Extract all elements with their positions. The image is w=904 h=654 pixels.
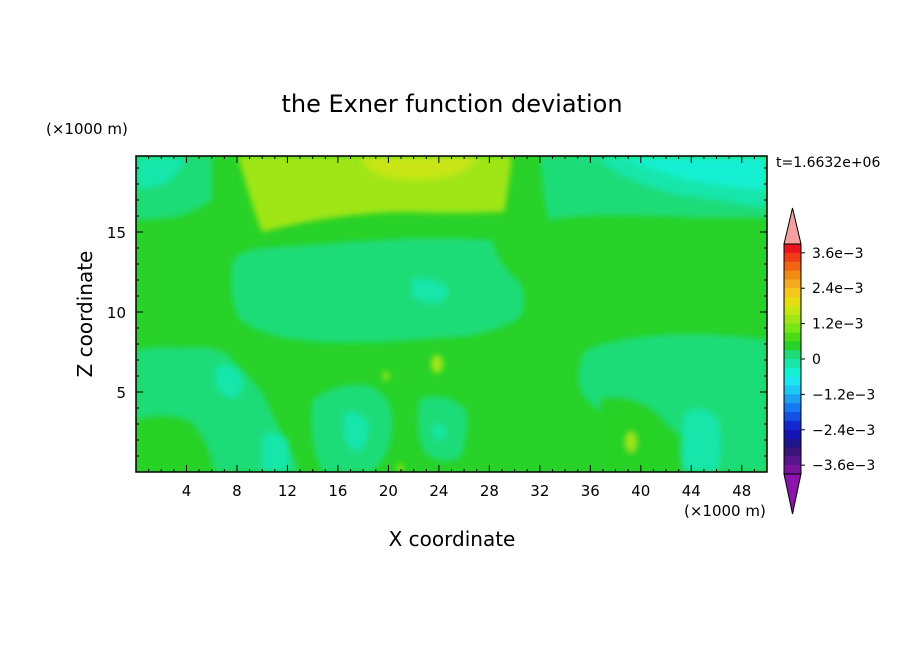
x-tick-label: 32	[530, 482, 549, 500]
colorbar-swatch	[784, 288, 801, 298]
region-left-cyan-blob	[215, 365, 243, 398]
colorbar-swatch	[784, 314, 801, 325]
y-axis-label: Z coordinate	[73, 251, 97, 378]
colorbar-swatch	[784, 332, 801, 342]
chart-title: the Exner function deviation	[281, 90, 622, 118]
region-center-low-cyan	[344, 412, 369, 452]
colorbar-swatch	[784, 297, 801, 307]
region-bottom-cyan-blob	[262, 432, 290, 472]
x-unit-label: (×1000 m)	[684, 502, 766, 520]
colorbar-label: −1.2e−3	[812, 387, 875, 403]
colorbar-label: 3.6e−3	[812, 246, 864, 262]
colorbar-swatch	[784, 420, 801, 431]
colorbar-swatch	[784, 350, 801, 360]
x-tick-label: 24	[429, 482, 448, 500]
colorbar-label: 1.2e−3	[812, 317, 864, 333]
x-tick-label: 12	[278, 482, 297, 500]
x-tick-label: 48	[732, 482, 751, 500]
region-top-right-cyan2	[610, 156, 767, 190]
colorbar-swatch	[784, 429, 801, 440]
colorbar-swatch	[784, 270, 801, 280]
x-tick-label: 40	[631, 482, 650, 500]
x-tick-label: 44	[682, 482, 701, 500]
colorbar-label: −2.4e−3	[812, 423, 875, 439]
speck-3	[626, 432, 636, 452]
region-right-cyan-blob	[681, 409, 721, 472]
region-top-left-cyan	[136, 156, 185, 190]
time-label: t=1.6632e+06	[776, 155, 880, 171]
colorbar-swatch	[784, 403, 801, 413]
speck-2	[383, 371, 389, 381]
colorbar-swatch	[784, 456, 801, 466]
y-ticks: 5 10 15	[107, 167, 767, 457]
colorbar-under-triangle	[783, 473, 802, 515]
y-unit-label: (×1000 m)	[46, 120, 128, 138]
colorbar-swatch	[784, 385, 801, 395]
colorbar-swatch	[784, 447, 801, 457]
region-mid-plume	[231, 238, 524, 343]
region-center-low-cyan2	[432, 424, 446, 440]
colorbar-swatch	[784, 465, 801, 475]
contour-field	[136, 156, 767, 472]
region-top-center-yellow	[360, 156, 478, 180]
colorbar-swatch	[784, 279, 801, 289]
colorbar-swatch	[784, 394, 801, 404]
speck-1	[431, 355, 443, 373]
x-ticks: 4 8 12 16 20 24 28 32 36 40 44 48	[148, 156, 755, 500]
x-tick-label: 28	[480, 482, 499, 500]
colorbar-swatch	[784, 376, 801, 387]
colorbar-swatch	[784, 244, 801, 254]
colorbar-swatch	[784, 323, 801, 333]
x-tick-label: 16	[328, 482, 347, 500]
colorbar-swatch	[784, 261, 801, 272]
colorbar-swatch	[784, 305, 801, 316]
colorbar-swatch	[784, 252, 801, 263]
x-tick-label: 20	[379, 482, 398, 500]
colorbar-swatch	[784, 438, 801, 448]
colorbar-label: 2.4e−3	[812, 281, 864, 297]
colorbar-label: −3.6e−3	[812, 458, 875, 474]
colorbar-label: 0	[812, 352, 821, 368]
colorbar-swatch	[784, 341, 801, 351]
x-tick-label: 36	[581, 482, 600, 500]
region-low-left-green	[136, 415, 215, 472]
colorbar-swatch	[784, 367, 801, 378]
x-tick-label: 4	[182, 482, 192, 500]
region-mid-cyan	[412, 278, 448, 303]
y-tick-label: 10	[107, 304, 126, 322]
colorbar-swatch	[784, 412, 801, 422]
region-right-green-band	[600, 396, 690, 472]
colorbar-swatch	[784, 359, 801, 369]
y-tick-label: 15	[107, 224, 126, 242]
x-axis-label: X coordinate	[389, 527, 516, 551]
y-tick-label: 5	[116, 384, 126, 402]
speck-4	[397, 464, 403, 472]
colorbar-over-triangle	[783, 207, 802, 245]
x-tick-label: 8	[232, 482, 242, 500]
colorbar: 3.6e−3 2.4e−3 1.2e−3 0 −1.2e−3 −2.4e−3 −3.6e−3	[783, 207, 875, 515]
